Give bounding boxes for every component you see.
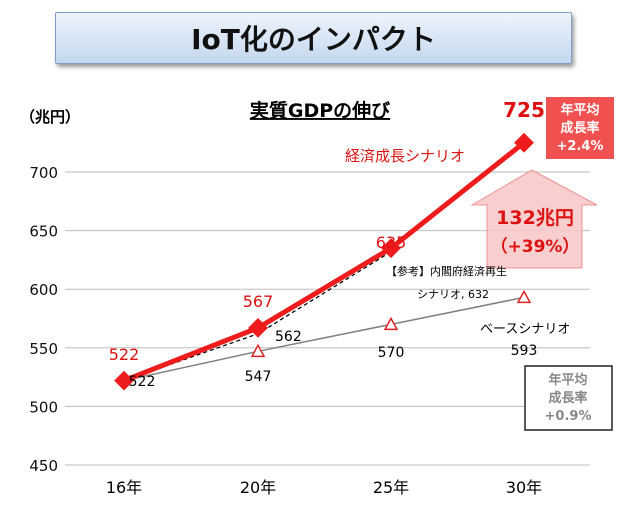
y-tick-label: 550 [29, 340, 58, 358]
y-tick-label: 450 [29, 457, 58, 475]
growth-marker [248, 317, 268, 338]
base-scenario-line [123, 296, 525, 382]
base-value-label: 593 [511, 343, 538, 359]
increase-arrow [470, 169, 598, 269]
reference-value-label: シナリオ, 632 [417, 288, 489, 301]
base-series-label: ベースシナリオ [480, 322, 570, 337]
x-tick-label: 30年 [506, 478, 542, 497]
arrow-amount: 132兆円 [496, 207, 574, 229]
base-marker [250, 343, 266, 358]
growth-value-label: 635 [376, 233, 407, 252]
base-rate-text: 年平均 [548, 372, 587, 388]
reference-series-label: 【参考】内閣府経済再生 [386, 264, 507, 278]
banner-title: IoT化のインパクト [55, 12, 572, 64]
base-rate-box [524, 365, 613, 431]
growth-value-label: 567 [243, 292, 274, 311]
y-tick-label: 500 [29, 398, 58, 416]
base-rate-text: +0.9% [545, 409, 592, 424]
growth-scenario-line [123, 140, 526, 383]
growth-series-label: 経済成長シナリオ [345, 147, 465, 165]
base-marker [383, 316, 399, 331]
y-axis-label: （兆円） [20, 108, 80, 126]
growth-value-label: 522 [109, 345, 140, 364]
growth-marker [381, 238, 401, 259]
base-rate-text: 成長率 [548, 390, 587, 406]
x-tick-label: 20年 [240, 478, 276, 497]
base-value-label: 522 [129, 374, 156, 390]
reference-value-label: 562 [275, 329, 302, 345]
growth-rate-text: 成長率 [560, 120, 599, 136]
x-tick-label: 25年 [373, 478, 409, 497]
y-tick-label: 650 [29, 223, 58, 241]
growth-value-label: 725 [503, 98, 545, 122]
growth-rate-text: 年平均 [560, 102, 599, 118]
base-value-label: 547 [245, 369, 272, 385]
growth-marker [114, 370, 134, 391]
y-tick-label: 700 [29, 164, 58, 182]
base-value-label: 570 [378, 345, 405, 361]
chart-title: 実質GDPの伸び [250, 99, 390, 122]
base-marker [516, 289, 532, 304]
growth-rate-box [546, 97, 614, 159]
growth-rate-text: +2.4% [557, 139, 604, 154]
x-tick-label: 16年 [106, 478, 142, 497]
y-tick-label: 600 [29, 281, 58, 299]
arrow-percent: （+39%） [491, 236, 580, 257]
